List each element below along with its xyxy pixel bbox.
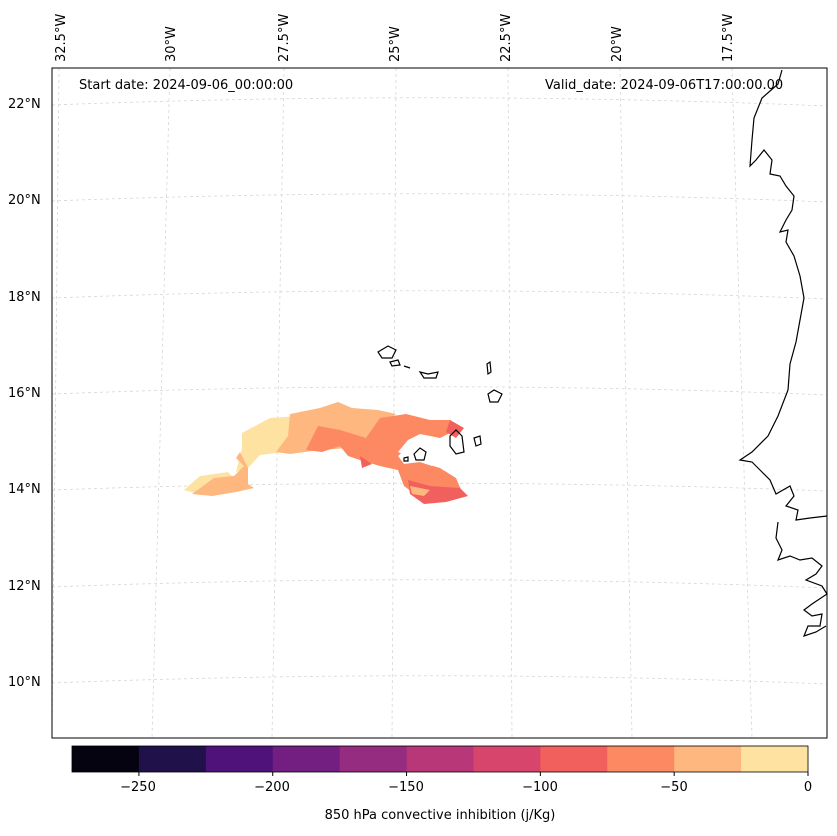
island-fogo: [413, 447, 427, 461]
gridline-lat-20: [51, 193, 828, 203]
colorbar-segment: [72, 746, 140, 772]
gridline-lon-22.5: [507, 67, 513, 739]
colorbar-tick-label: −150: [388, 780, 424, 795]
island-santo-antao: [377, 345, 397, 359]
colorbar-segment: [540, 746, 608, 772]
island-sao-nicolau: [418, 371, 439, 379]
africa-coastline-south: [775, 521, 828, 637]
colorbar-segment: [674, 746, 742, 772]
gridline-lat-12: [51, 579, 828, 589]
cin-field: [184, 402, 468, 504]
lon-label-32.5w: 32.5°W: [54, 13, 69, 62]
island-maio: [473, 435, 482, 447]
africa-coastline: [738, 69, 828, 521]
colorbar-segment: [339, 746, 408, 772]
colorbar-tick-label: −100: [522, 780, 558, 795]
lat-label-22n: 22°N: [8, 97, 41, 112]
colorbar-segment: [473, 746, 541, 772]
colorbar-segment: [406, 746, 474, 772]
colorbar-segment: [607, 746, 675, 772]
lat-label-14n: 14°N: [8, 482, 41, 497]
map-frame: [51, 67, 828, 739]
colorbar-tick-label: −250: [120, 780, 156, 795]
lat-label-12n: 12°N: [8, 579, 41, 594]
lat-label-18n: 18°N: [8, 290, 41, 305]
lat-label-20n: 20°N: [8, 193, 41, 208]
gridline-lat-18: [51, 290, 828, 300]
colorbar-frame: [71, 745, 809, 773]
lat-label-16n: 16°N: [8, 386, 41, 401]
lon-label-20w: 20°W: [610, 26, 625, 62]
island-santa-luzia: [403, 365, 411, 369]
colorbar-segment: [205, 746, 274, 772]
colorbar-tick-label: −200: [254, 780, 290, 795]
lat-label-10n: 10°N: [8, 675, 41, 690]
lon-label-27.5w: 27.5°W: [277, 13, 292, 62]
colorbar-segment: [138, 746, 207, 772]
lon-label-17.5w: 17.5°W: [721, 13, 736, 62]
start-date-label: Start date: 2024-09-06_00:00:00: [79, 78, 294, 93]
gridline-lon-27.5: [271, 67, 285, 739]
cin-region-trailing-orange: [192, 452, 254, 496]
gridline-lat-22: [51, 97, 828, 107]
colorbar: [72, 746, 809, 776]
island-santiago: [449, 429, 465, 455]
lon-label-30w: 30°W: [164, 26, 179, 62]
gridline-lon-20: [619, 67, 633, 739]
island-brava: [403, 456, 409, 462]
colorbar-segment: [272, 746, 341, 772]
cin-region-west-weak: [236, 416, 300, 472]
gridlines: [51, 67, 828, 739]
lon-label-22.5w: 22.5°W: [499, 13, 514, 62]
gridline-lon-25: [391, 67, 397, 739]
gridline-lat-14: [51, 482, 828, 492]
gridline-lat-10: [51, 675, 828, 685]
island-sal: [486, 360, 492, 376]
colorbar-segment: [741, 746, 809, 772]
gridline-lat-16: [51, 386, 828, 396]
lon-label-25w: 25°W: [388, 26, 403, 62]
gridline-lon-17.5: [731, 67, 753, 739]
gridline-lon-32.5: [51, 67, 60, 739]
colorbar-tick-label: −50: [660, 780, 688, 795]
colorbar-tick-label: 0: [803, 780, 813, 795]
coastlines: [377, 69, 828, 637]
island-boa-vista: [487, 389, 503, 403]
gridline-lon-30: [151, 67, 171, 739]
cin-region-inner-light: [410, 486, 430, 496]
cin-region-east-stronger: [306, 414, 462, 500]
island-sao-vicente: [389, 359, 401, 367]
colorbar-label: 850 hPa convective inhibition (j/Kg): [324, 808, 556, 823]
valid-date-label: Valid_date: 2024-09-06T17:00:00.00: [545, 78, 784, 93]
